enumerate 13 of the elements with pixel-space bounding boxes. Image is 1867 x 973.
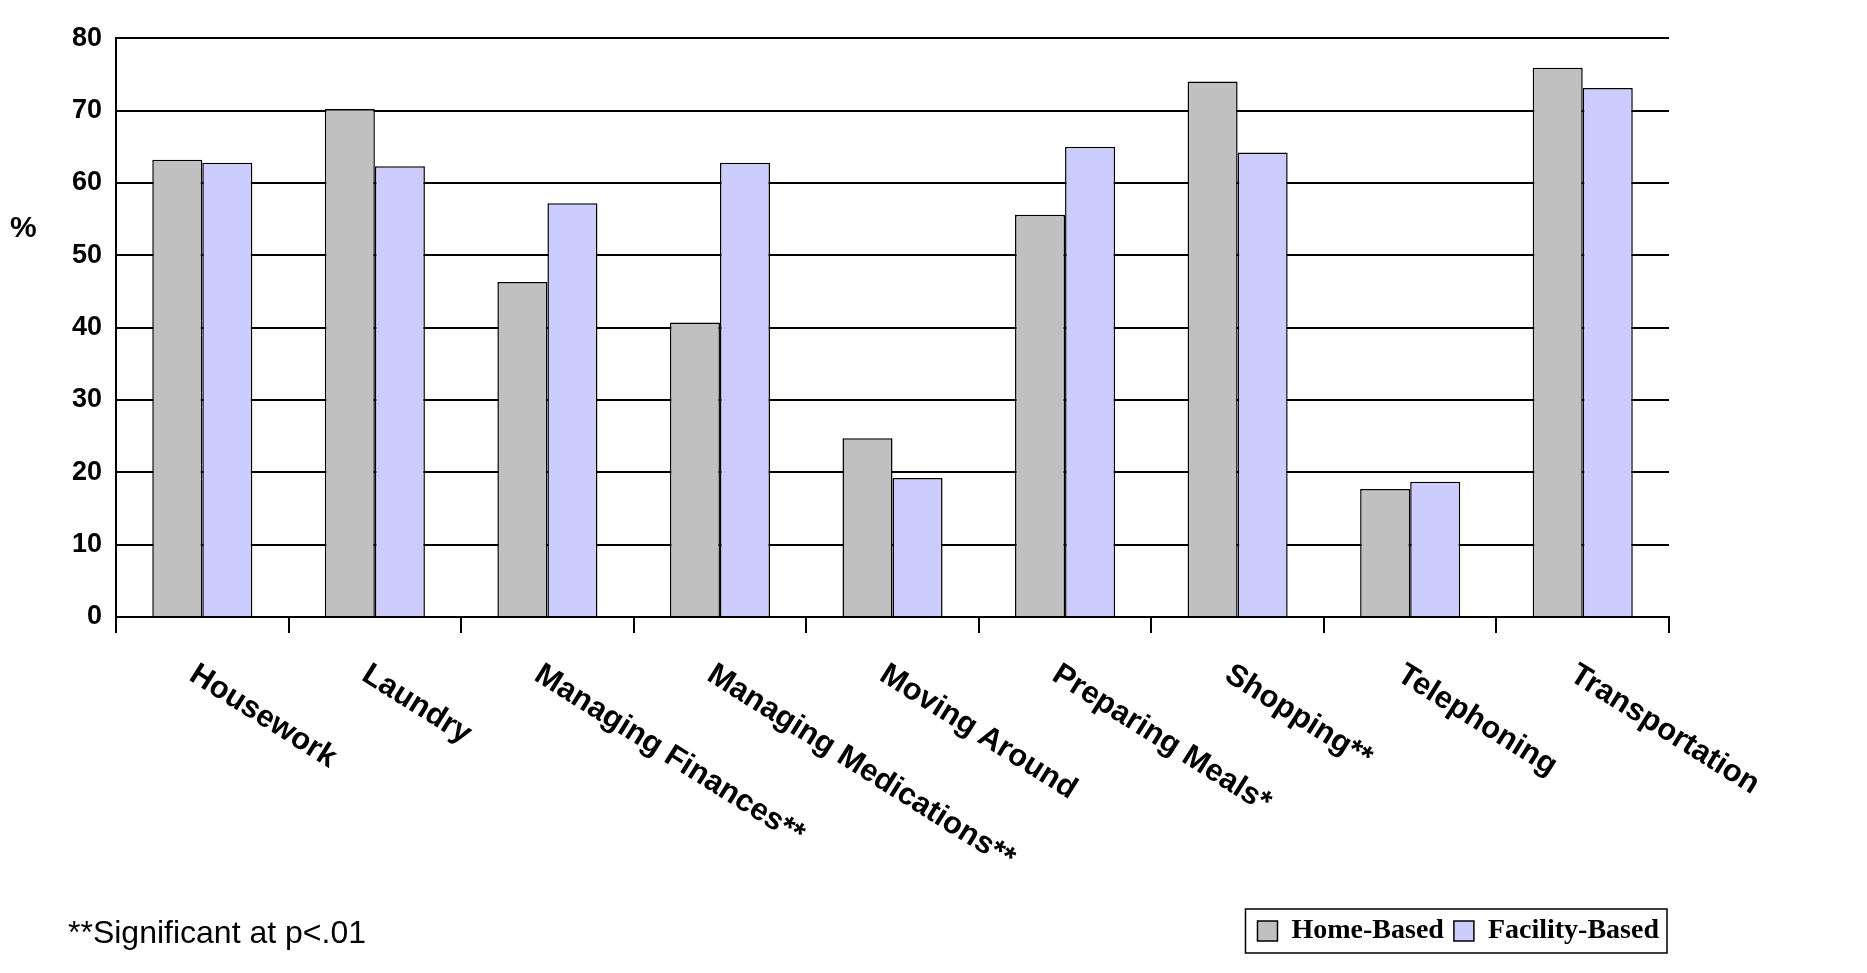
legend-label: Facility-Based [1487,913,1660,945]
text: **Significant at p<.01 [68,914,366,950]
y-tick-label: 40 [71,311,103,342]
y-tick-label: 20 [71,455,103,486]
y-tick-label: 80 [71,21,103,52]
y-axis-title: % [10,210,37,244]
y-tick-label: 10 [71,528,103,559]
y-tick-label: 50 [71,238,103,269]
y-tick-label: 0 [87,600,103,631]
y-tick-label: 60 [71,166,103,197]
y-tick-label: 70 [71,94,103,124]
y-tick-label: 30 [71,383,103,414]
legend-label: Home-Based [1291,913,1445,945]
